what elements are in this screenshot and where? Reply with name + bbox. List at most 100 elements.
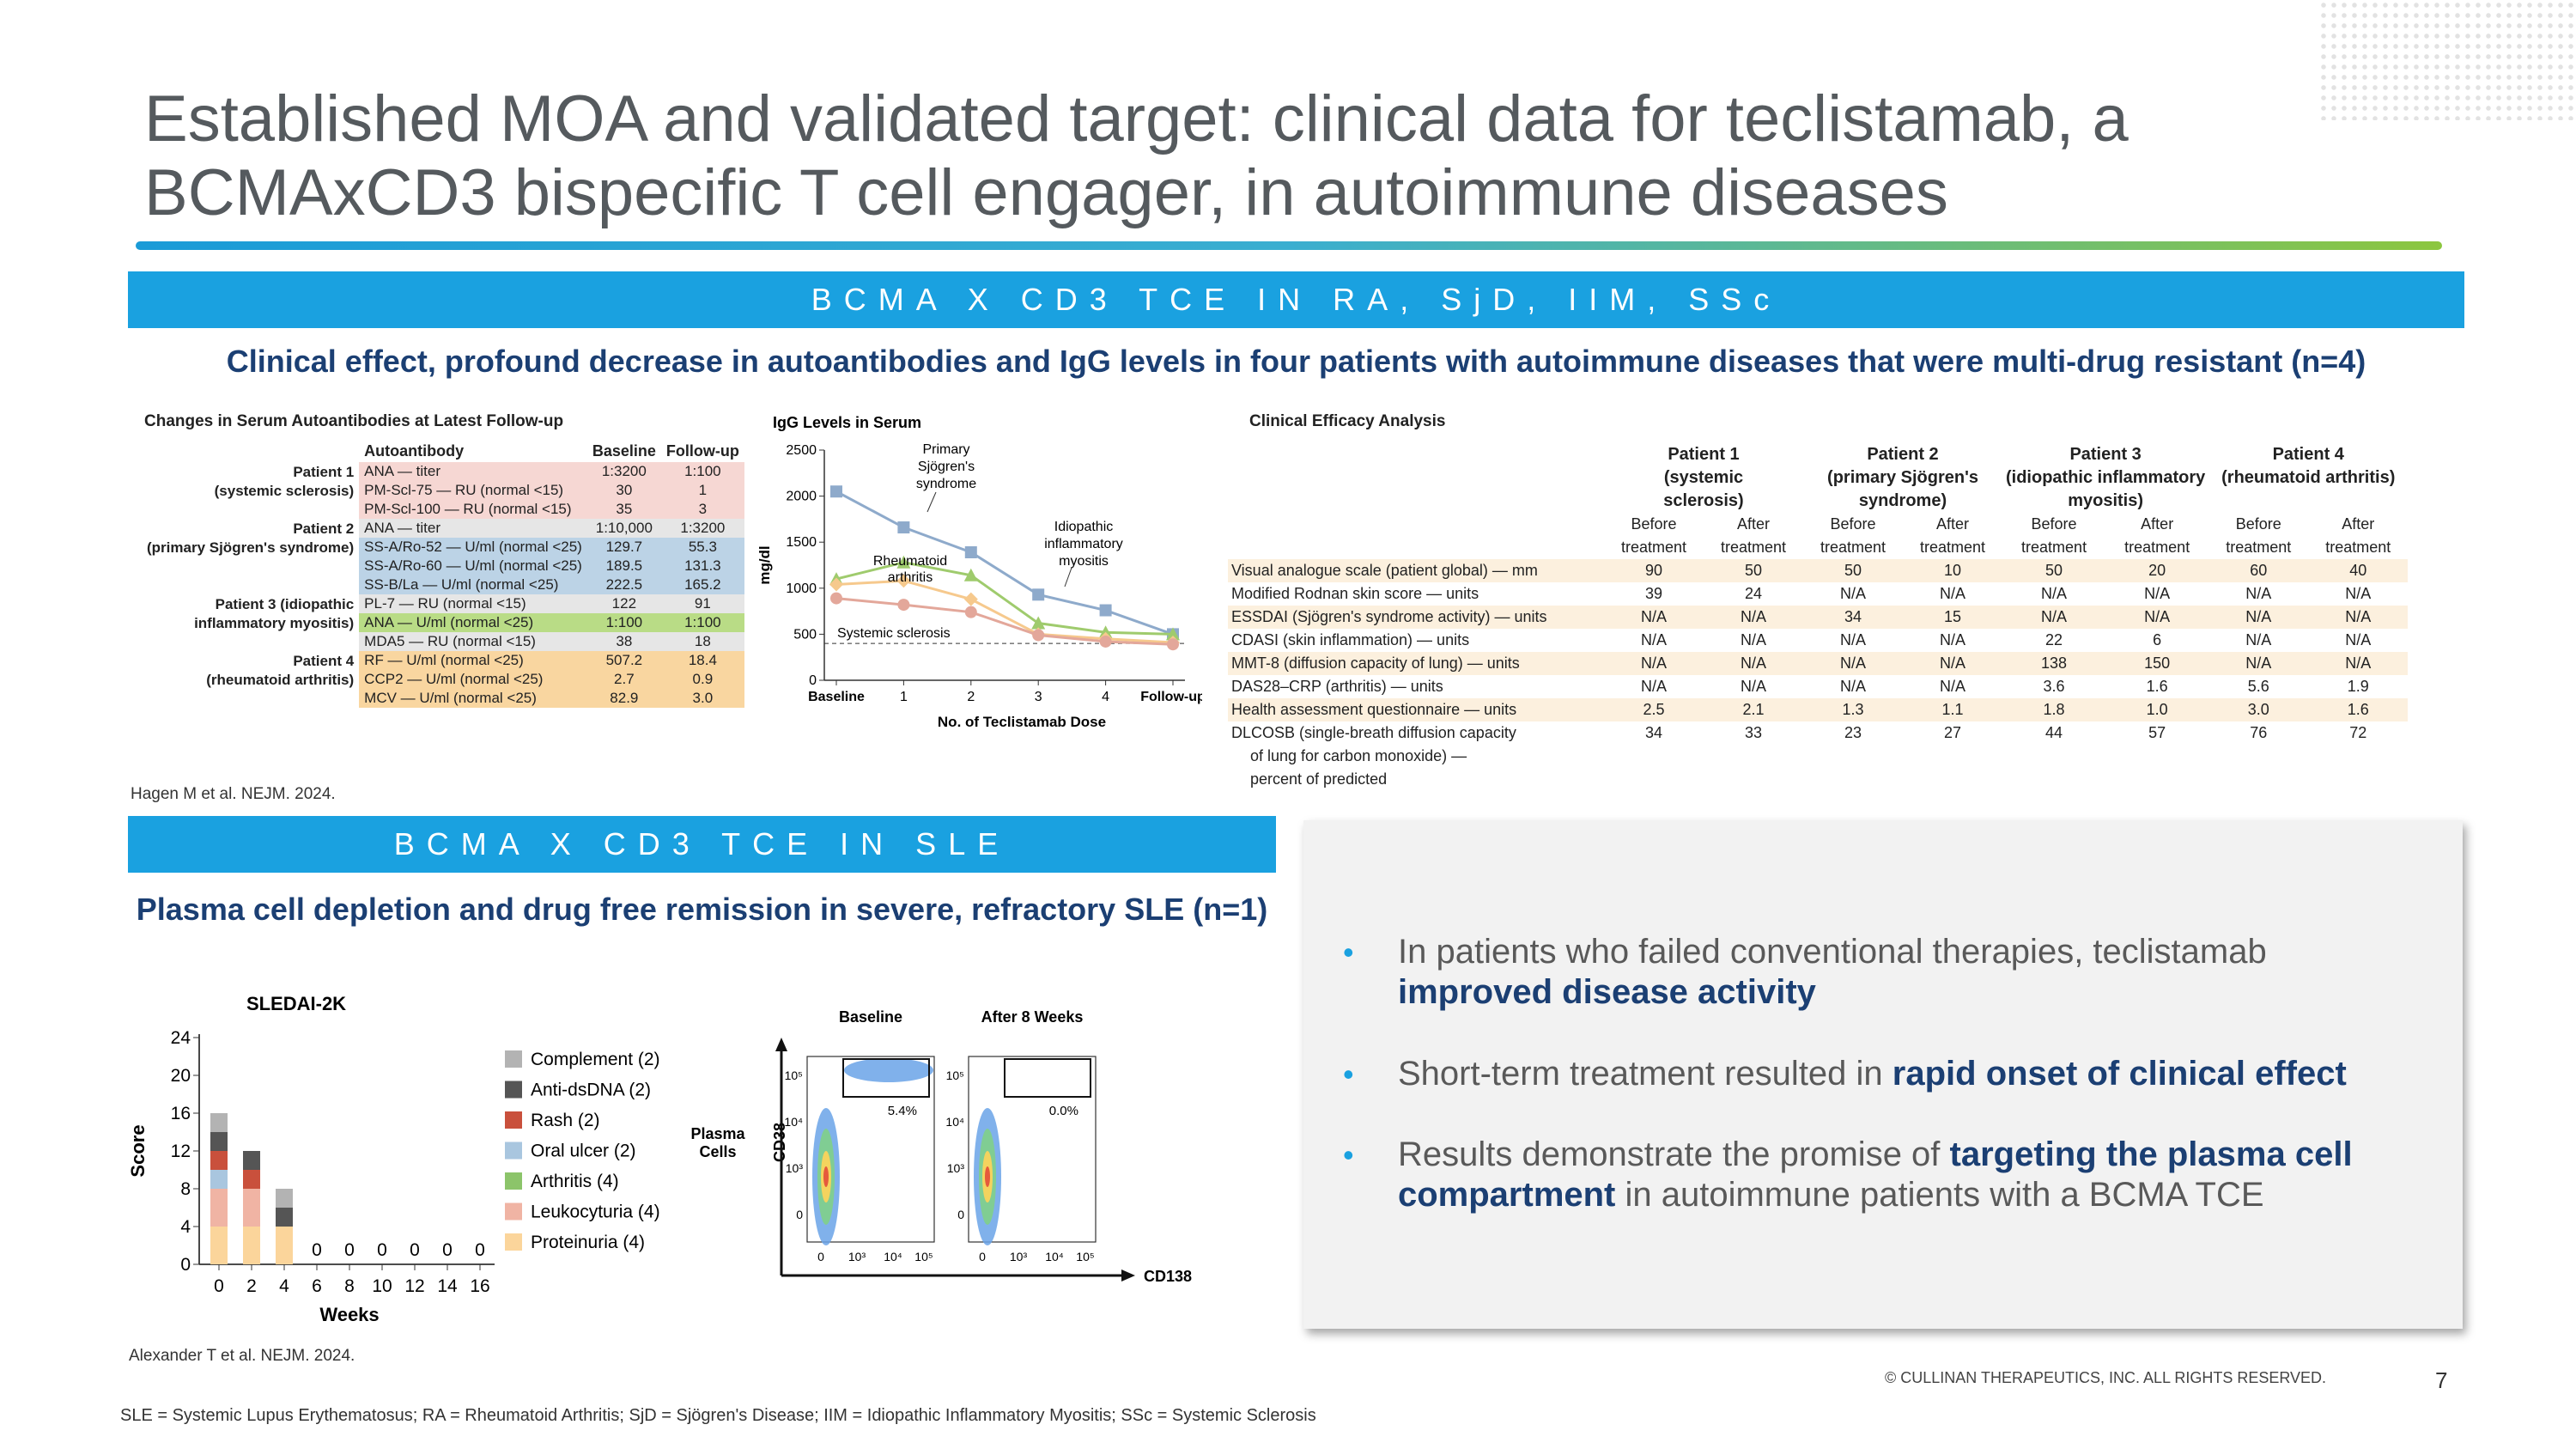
data-point [963, 592, 978, 606]
efficacy-value: 27 [1943, 724, 1962, 741]
efficacy-value: 50 [2002, 559, 2106, 582]
efficacy-measure-label-cont: of lung for carbon monoxide) — [1250, 747, 1467, 764]
efficacy-value: N/A [2308, 606, 2409, 629]
page-number: 7 [2435, 1367, 2448, 1393]
x-tick-label: 16 [470, 1276, 489, 1296]
zero-value-label: 0 [312, 1240, 322, 1260]
zero-value-label: 0 [442, 1240, 453, 1260]
efficacy-row: DLCOSB (single-breath diffusion capacity… [1228, 721, 2408, 745]
empty-cell [2002, 768, 2105, 791]
after-treatment-header: treatment [2325, 539, 2391, 556]
y-tick-label: 0 [957, 1208, 964, 1221]
y-tick-label: 0 [796, 1208, 803, 1221]
efficacy-value: N/A [1939, 678, 1965, 695]
legend-label: Leukocyturia (4) [531, 1202, 660, 1222]
arrow-head-icon [1121, 1269, 1135, 1282]
header-spacer [1228, 443, 1604, 466]
before-treatment-header: Before [1830, 515, 1876, 533]
efficacy-measure-label: Visual analogue scale (patient global) —… [1228, 559, 1604, 582]
data-point [897, 599, 910, 612]
baseline-value: 30 [586, 481, 661, 500]
bar-segment [276, 1227, 293, 1264]
autoantibody-row: Patient 1 ANA — titer 1:3200 1:100 [142, 462, 744, 481]
efficacy-value: 24 [1744, 585, 1763, 602]
bullet-3: • Results demonstrate the promise of tar… [1343, 1135, 2353, 1214]
header-spacer [1228, 466, 1604, 490]
efficacy-value: 1.1 [1903, 698, 2002, 721]
chart-title: SLEDAI-2K [246, 993, 346, 1014]
flow-plot-title: After 8 Weeks [981, 1008, 1084, 1026]
data-point [964, 545, 977, 558]
patient-header [2208, 490, 2408, 513]
followup-value: 1:100 [660, 613, 744, 632]
patient-label: Patient 1 [293, 463, 355, 480]
series-annotation: inflammatory [1044, 537, 1123, 551]
citation-hagen: Hagen M et al. NEJM. 2024. [131, 785, 336, 803]
x-tick-label: 10³ [848, 1250, 866, 1263]
patient-header: (systemic [1663, 468, 1744, 487]
after-treatment-header: After [2141, 515, 2174, 533]
key-findings-panel: • In patients who failed conventional th… [1303, 820, 2463, 1329]
empty-cell [2208, 768, 2308, 791]
y-tick-label: 2500 [786, 443, 817, 458]
efficacy-value: N/A [1640, 631, 1667, 648]
efficacy-subheader-row: Before After Before After Before After Before A… [1228, 513, 2408, 536]
autoantibody-row: Patient 2 ANA — titer 1:10,000 1:3200 [142, 519, 744, 538]
data-point [964, 606, 977, 618]
efficacy-value: 39 [1644, 585, 1663, 602]
patient-label [142, 557, 359, 575]
efficacy-value: 76 [2250, 724, 2268, 741]
data-point [963, 568, 978, 581]
x-tick-label: 0 [214, 1276, 224, 1296]
x-tick-label: 8 [344, 1276, 355, 1296]
efficacy-value: 1.8 [2002, 698, 2106, 721]
followup-value: 18 [660, 632, 744, 651]
legend-swatch [505, 1050, 522, 1068]
after-treatment-header: After [2342, 515, 2375, 533]
efficacy-value: N/A [1839, 678, 1866, 695]
efficacy-value: 60 [2208, 559, 2309, 582]
efficacy-value: 57 [2148, 724, 2166, 741]
bar-segment [243, 1151, 260, 1170]
efficacy-row: MMT-8 (diffusion capacity of lung) — uni… [1228, 652, 2409, 675]
series-line [835, 561, 1174, 636]
baseline-value: 1:3200 [586, 462, 661, 481]
autoantibody-row: inflammatory myositis) ANA — U/ml (normal… [142, 613, 744, 632]
autoantibody-name: MDA5 — RU (normal <15) [359, 632, 587, 651]
after-treatment-header: treatment [2124, 539, 2190, 556]
autoantibody-row: (rheumatoid arthritis) CCP2 — U/ml (norma… [142, 670, 744, 689]
before-treatment-header: Before [1631, 515, 1677, 533]
efficacy-value: 2.1 [1704, 698, 1803, 721]
empty-cell [2105, 745, 2208, 768]
bar-segment [243, 1189, 260, 1227]
data-point [897, 521, 910, 534]
efficacy-table: Patient 1 Patient 2 Patient 3 Patient 4 (sys… [1228, 443, 2409, 791]
efficacy-value: N/A [1604, 606, 1704, 629]
baseline-value: 189.5 [586, 557, 661, 575]
data-point [1031, 616, 1046, 630]
bullet-dot-icon: • [1343, 935, 1354, 970]
autoantibody-row: Patient 4 RF — U/ml (normal <25) 507.2 18.4 [142, 651, 744, 670]
data-point [1166, 627, 1180, 641]
autoantibody-row: SS-B/La — U/ml (normal <25) 222.5 165.2 [142, 575, 744, 594]
efficacy-value: 44 [2045, 724, 2063, 741]
autoantibody-row: (systemic sclerosis) PM-Scl-75 — RU (norm… [142, 481, 744, 500]
data-point [829, 577, 843, 592]
efficacy-value: N/A [1740, 678, 1766, 695]
series-annotation: Idiopathic [1054, 520, 1114, 534]
efficacy-value: N/A [1704, 606, 1803, 629]
x-tick-label: 2 [246, 1276, 257, 1296]
efficacy-value: N/A [1839, 631, 1866, 648]
arrow-head-icon [775, 1038, 787, 1051]
patient-label [142, 500, 359, 519]
y-tick-label: 10⁵ [946, 1068, 964, 1082]
efficacy-value: N/A [2002, 606, 2106, 629]
autoantibody-name: MCV — U/ml (normal <25) [359, 689, 587, 708]
y-tick-label: 10³ [786, 1161, 804, 1175]
patient-header: Patient 1 [1668, 445, 1740, 464]
efficacy-value: 34 [1644, 724, 1663, 741]
data-point [1032, 629, 1045, 642]
y-tick-label: 500 [793, 627, 817, 642]
y-tick-label: 8 [180, 1179, 191, 1199]
before-treatment-header: Before [2235, 515, 2281, 533]
